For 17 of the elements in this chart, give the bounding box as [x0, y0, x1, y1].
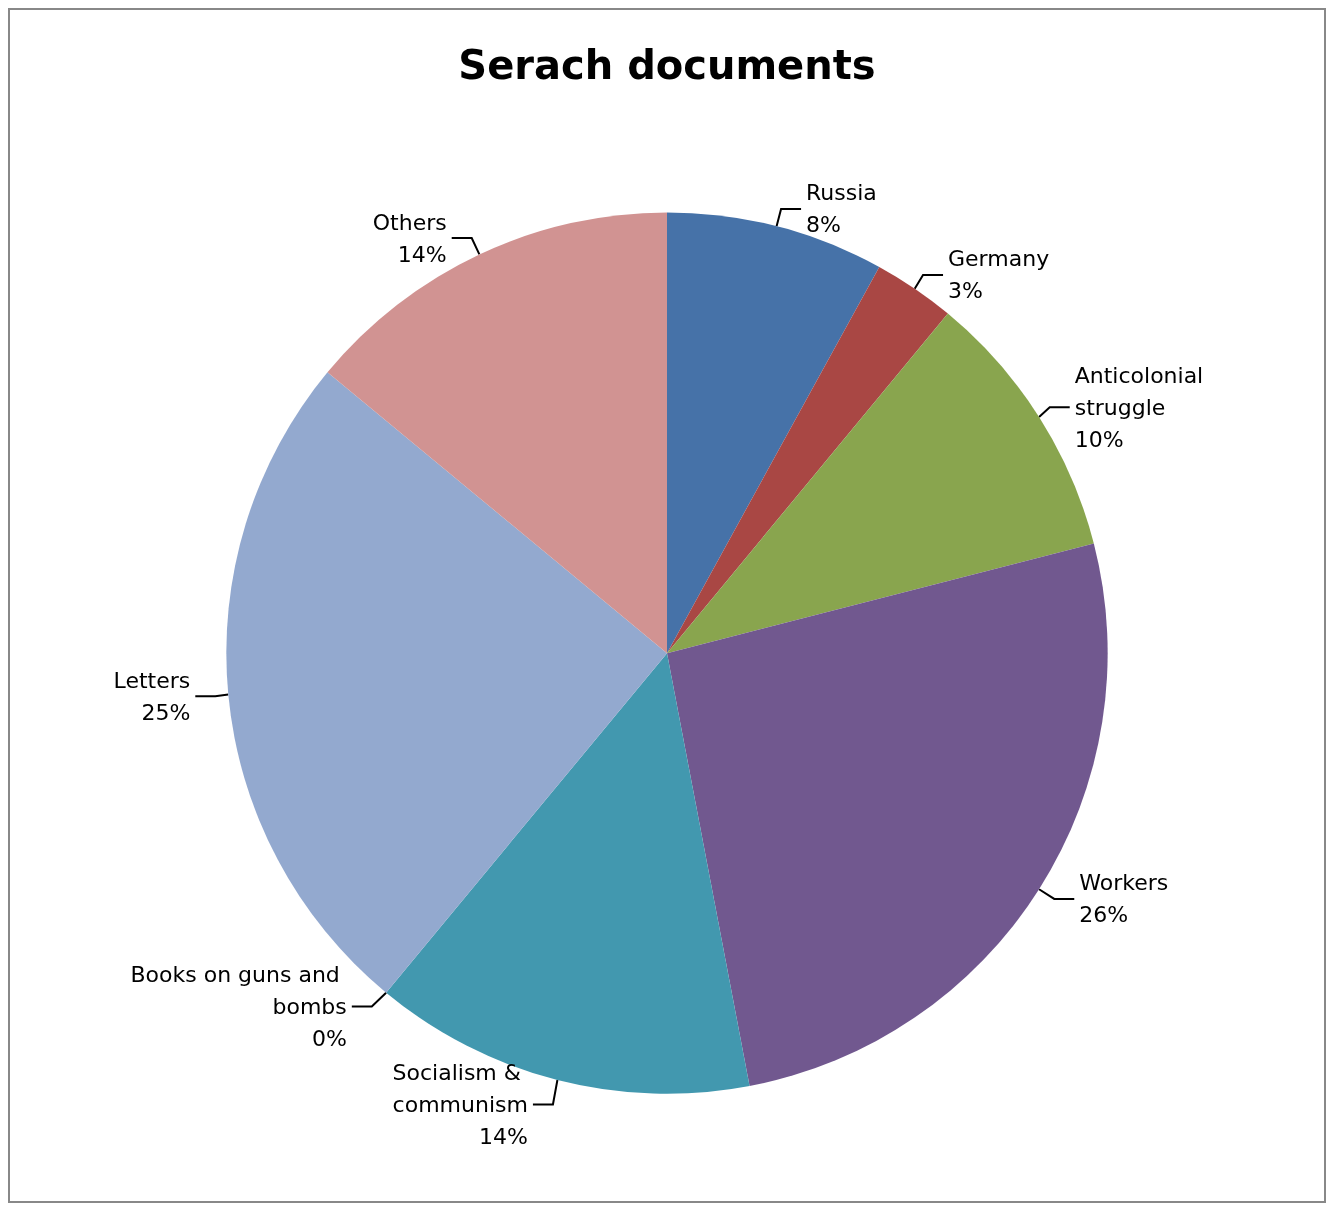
- data-label: 3%: [948, 278, 983, 304]
- text: 0%: [311, 1026, 347, 1052]
- slice-label: Workers: [1079, 870, 1169, 896]
- data-label: 10%: [1074, 426, 1124, 452]
- data-label: 14%: [397, 241, 447, 267]
- data-label: 25%: [141, 699, 191, 725]
- slice-label: Germany: [948, 246, 1050, 272]
- data-label: 26%: [1079, 902, 1129, 928]
- chart-title: Serach documents: [458, 42, 876, 88]
- data-label: 8%: [806, 212, 841, 238]
- slice-label: Others: [372, 209, 447, 235]
- slice-label: Russia: [806, 180, 877, 206]
- slice-label: Anticolonial struggle: [1074, 362, 1211, 420]
- data-label: 14%: [479, 1124, 528, 1150]
- slice-label: Letters: [113, 667, 191, 693]
- slice-label: Socialism & communism: [392, 1060, 528, 1118]
- legend-label: Books on guns and bombs: [130, 962, 347, 1020]
